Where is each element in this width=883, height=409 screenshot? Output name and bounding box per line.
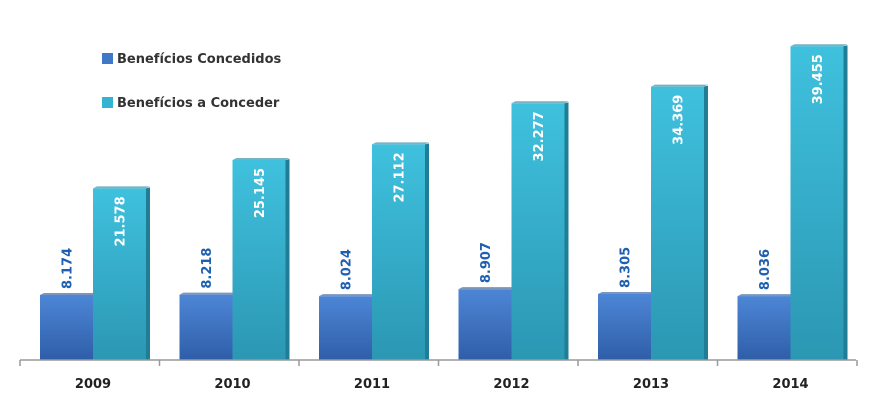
legend-swatch-conceder xyxy=(102,97,113,108)
bar-side xyxy=(843,45,848,360)
data-label-conceder: 39.455 xyxy=(811,54,826,104)
data-label-conceder: 32.277 xyxy=(532,111,547,161)
bar-conceder xyxy=(790,46,844,360)
legend: Benefícios Concedidos Benefícios a Conce… xyxy=(102,52,282,111)
x-axis-tick-labels: 2009 2010 2011 2012 2013 2014 xyxy=(75,377,809,392)
bar-top xyxy=(372,142,429,145)
bar-top xyxy=(737,294,795,297)
bar-top xyxy=(179,292,237,295)
bar-top xyxy=(598,291,655,294)
data-label-concedidos: 8.305 xyxy=(619,247,634,288)
bar-top xyxy=(232,158,290,161)
bar-top xyxy=(93,186,150,189)
bars: 8.174 21.578 8.218 25.145 8.024 27.112 8.907 32… xyxy=(40,44,848,361)
bar-conceder xyxy=(651,86,704,361)
bar-conceder xyxy=(372,144,425,360)
bar-top xyxy=(319,294,376,297)
data-label-concedidos: 8.024 xyxy=(340,249,355,290)
x-tick-label: 2013 xyxy=(633,377,669,392)
bar-top xyxy=(651,84,708,87)
bar-concedidos xyxy=(319,296,372,360)
data-label-conceder: 25.145 xyxy=(253,168,268,218)
bar-top xyxy=(458,287,516,290)
x-tick-label: 2014 xyxy=(772,377,808,392)
bar-top xyxy=(40,292,97,295)
x-axis-ticks xyxy=(19,360,858,366)
bar-concedidos xyxy=(598,293,651,360)
data-label-concedidos: 8.218 xyxy=(200,248,215,289)
data-label-conceder: 21.578 xyxy=(114,196,129,246)
bar-concedidos xyxy=(179,294,233,360)
data-label-concedidos: 8.907 xyxy=(479,242,494,283)
bar-side xyxy=(425,143,429,360)
bar-side xyxy=(146,187,150,360)
legend-swatch-concedidos xyxy=(102,53,113,64)
x-tick-label: 2012 xyxy=(493,377,529,392)
x-tick-label: 2010 xyxy=(214,377,250,392)
bar-side xyxy=(704,85,708,361)
legend-label-conceder: Benefícios a Conceder xyxy=(117,96,280,111)
bar-conceder xyxy=(511,103,565,361)
bar-concedidos xyxy=(458,289,512,360)
x-tick-label: 2011 xyxy=(354,377,390,392)
bar-side xyxy=(564,102,569,361)
bar-top xyxy=(511,101,569,104)
legend-label-concedidos: Benefícios Concedidos xyxy=(117,52,282,67)
bar-top xyxy=(790,44,848,47)
data-label-conceder: 34.369 xyxy=(672,95,687,145)
bar-side xyxy=(285,159,290,360)
data-label-concedidos: 8.174 xyxy=(61,248,76,289)
data-label-concedidos: 8.036 xyxy=(758,249,773,290)
x-tick-label: 2009 xyxy=(75,377,111,392)
bar-conceder xyxy=(93,188,146,360)
bar-conceder xyxy=(232,160,286,360)
bar-concedidos xyxy=(737,296,791,360)
bar-concedidos xyxy=(40,294,93,360)
data-label-conceder: 27.112 xyxy=(393,152,408,202)
